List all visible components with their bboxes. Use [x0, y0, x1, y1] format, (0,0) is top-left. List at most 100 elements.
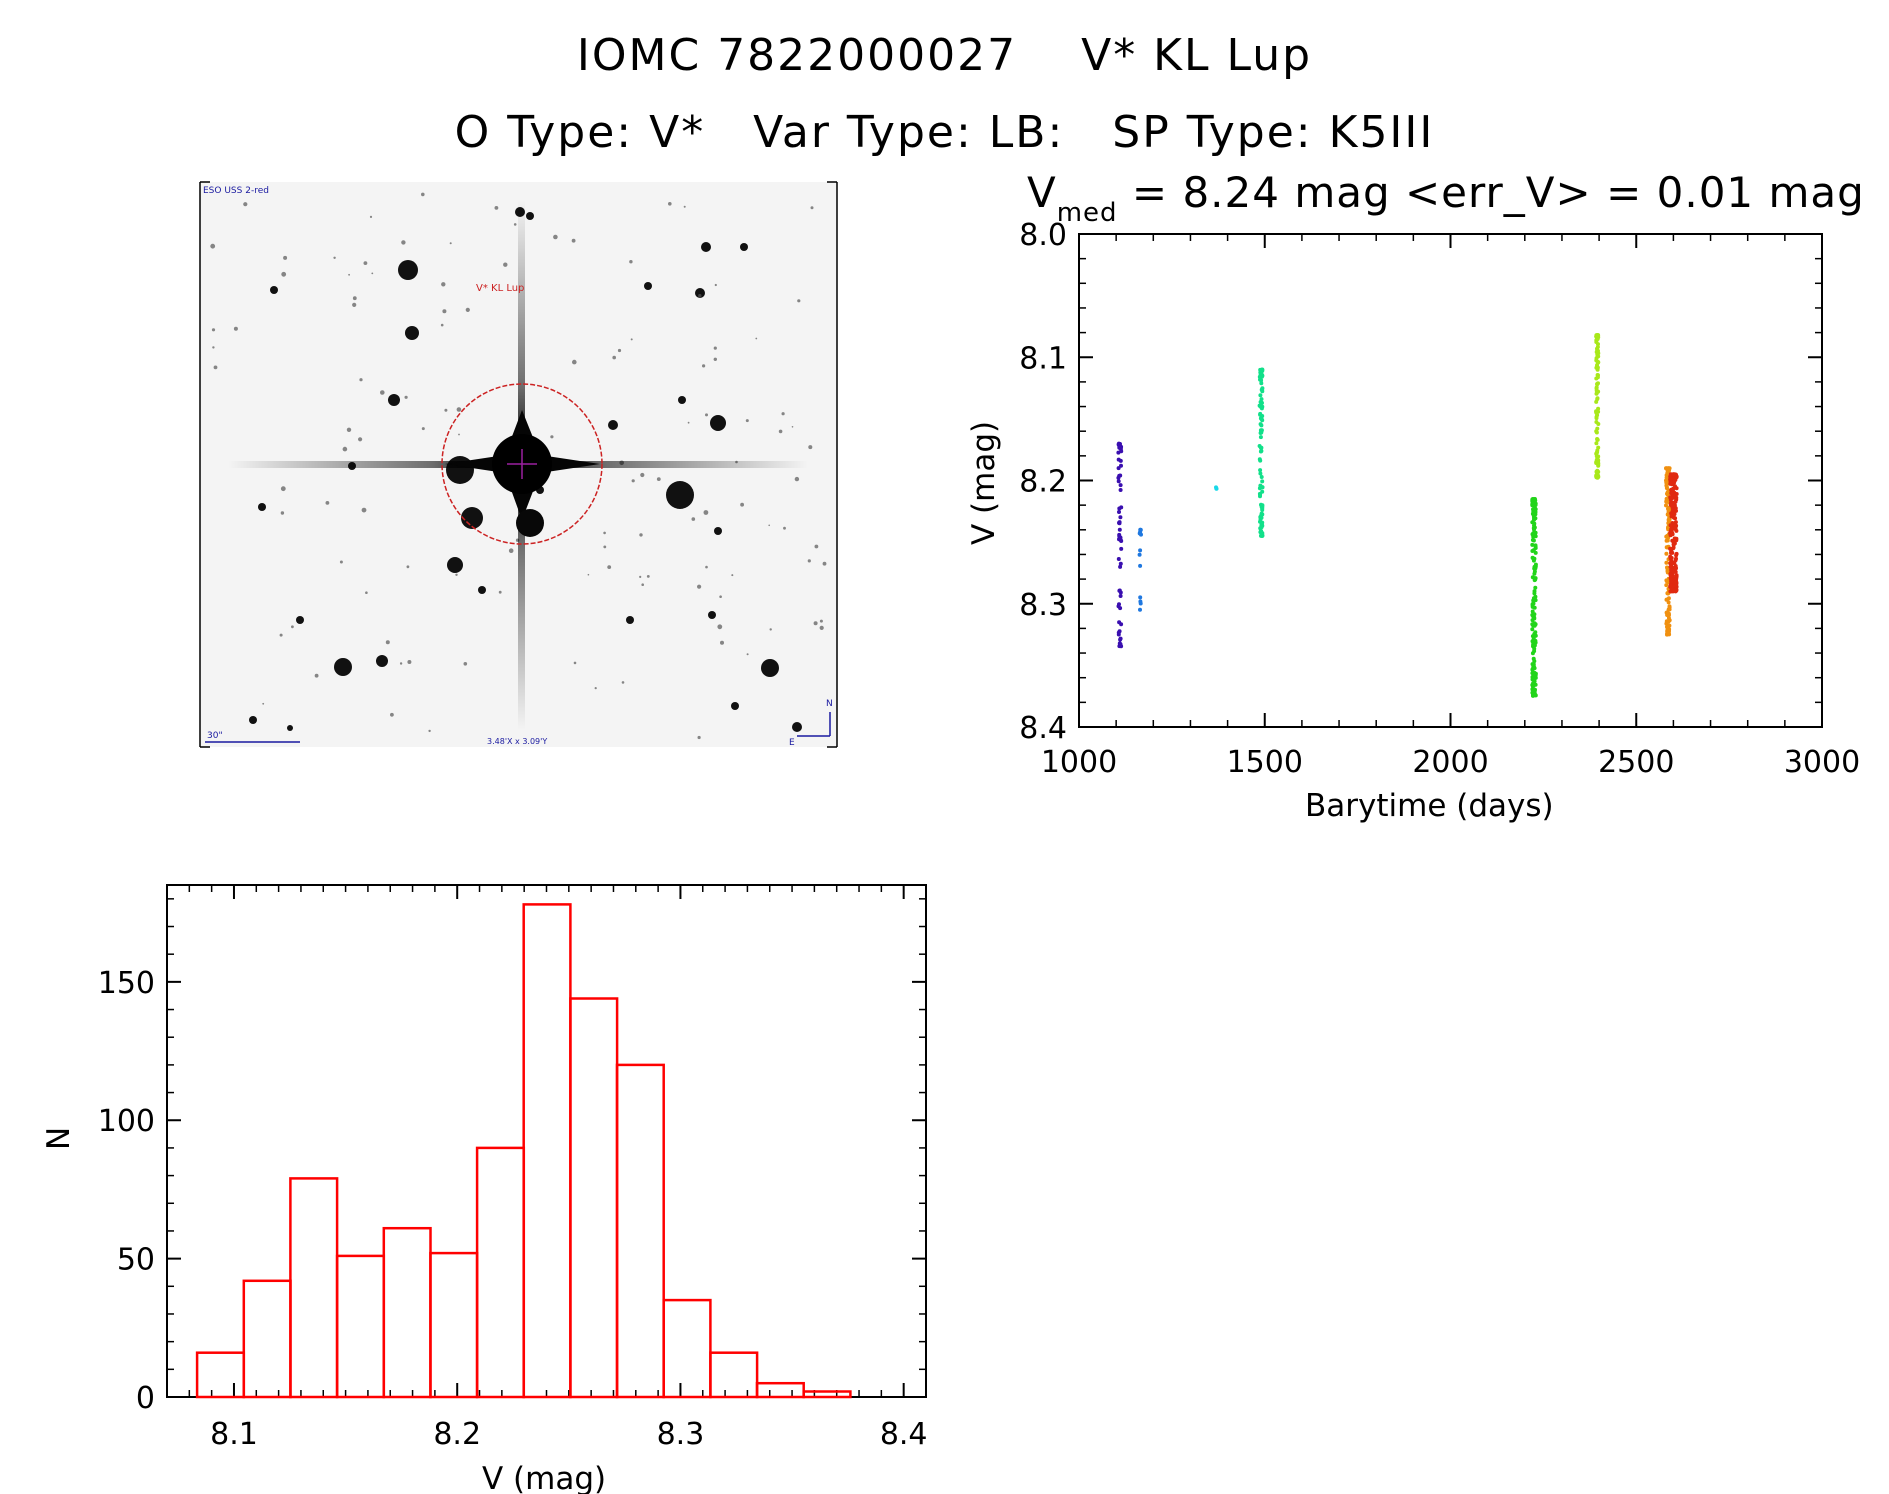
field-star	[819, 619, 823, 623]
data-point	[1668, 554, 1673, 559]
field-star	[494, 206, 499, 210]
data-point	[1671, 546, 1676, 551]
data-point	[1530, 542, 1535, 547]
variability-type: Var Type: LB:	[753, 107, 1065, 158]
field-star	[708, 611, 716, 619]
data-point	[1137, 552, 1142, 557]
field-star	[697, 735, 701, 740]
field-star	[243, 202, 248, 207]
data-point	[1665, 579, 1669, 584]
field-star	[339, 560, 343, 564]
field-star	[701, 242, 711, 252]
field-star	[478, 586, 486, 594]
field-star	[262, 702, 265, 705]
data-point	[1665, 565, 1669, 570]
data-point	[1596, 381, 1600, 386]
field-star	[401, 240, 406, 245]
field-star	[656, 477, 661, 481]
data-point	[1668, 523, 1673, 528]
field-star	[314, 673, 319, 678]
field-star	[440, 323, 444, 327]
field-star	[550, 435, 554, 439]
survey-label: ESO USS 2-red	[203, 186, 269, 196]
y-tick-label: 50	[117, 1243, 155, 1278]
data-point	[1669, 527, 1674, 532]
data-point	[1531, 634, 1536, 639]
field-star	[458, 433, 460, 436]
field-star	[792, 722, 802, 732]
light-curve-points	[1116, 333, 1679, 698]
histogram-bar	[662, 1298, 712, 1399]
data-point	[1670, 550, 1675, 555]
field-star	[617, 348, 622, 353]
title-vprefix: V	[1027, 168, 1057, 217]
x-tick-label: 2000	[1412, 745, 1488, 780]
field-star	[626, 616, 634, 624]
chart-title-line2: O Type: V* Var Type: LB: SP Type: K5III	[0, 107, 1889, 158]
data-point	[1664, 534, 1669, 539]
data-point	[1595, 426, 1600, 431]
field-star	[421, 427, 425, 431]
data-point	[1664, 583, 1669, 588]
data-point	[1673, 569, 1678, 574]
field-star	[646, 575, 650, 578]
field-star	[325, 501, 330, 505]
field-star	[447, 557, 463, 573]
object-type: O Type: V*	[454, 107, 706, 158]
field-star	[281, 271, 287, 277]
data-point	[1674, 474, 1679, 479]
field-star	[333, 256, 336, 259]
field-star	[211, 328, 216, 332]
field-star	[399, 662, 403, 665]
field-star	[442, 309, 447, 314]
data-point	[1664, 619, 1669, 624]
data-point	[1665, 625, 1670, 630]
field-star	[791, 426, 794, 428]
field-star	[376, 655, 388, 667]
field-star	[778, 429, 783, 434]
field-star	[644, 282, 652, 290]
field-star	[603, 545, 607, 549]
field-star	[456, 407, 462, 412]
field-star	[678, 396, 686, 404]
data-point	[1666, 616, 1671, 620]
data-point	[1259, 475, 1264, 479]
data-point	[1257, 403, 1262, 408]
data-point	[1259, 378, 1264, 383]
field-star	[526, 212, 534, 220]
field-star	[822, 561, 827, 566]
data-point	[1673, 589, 1678, 593]
field-star	[702, 364, 706, 368]
data-point	[1259, 406, 1264, 411]
data-point	[1594, 386, 1599, 391]
data-point	[1672, 522, 1677, 527]
data-point	[1594, 415, 1599, 419]
data-point	[1214, 485, 1218, 490]
field-star	[508, 548, 514, 553]
data-point	[1665, 538, 1670, 543]
east-label: E	[789, 738, 795, 748]
data-point	[1118, 594, 1123, 598]
field-star	[705, 413, 708, 417]
data-point	[1118, 642, 1123, 647]
data-point	[1595, 360, 1600, 365]
field-star	[444, 408, 448, 412]
data-point	[1118, 561, 1123, 566]
data-point	[1670, 538, 1675, 543]
data-point	[1258, 449, 1263, 454]
data-point	[1668, 583, 1673, 588]
field-star	[287, 725, 293, 731]
data-point	[1258, 422, 1263, 427]
y-tick-label: 8.0	[1019, 218, 1067, 253]
data-point	[1259, 381, 1264, 386]
histogram-bar	[475, 1146, 526, 1399]
data-point	[1117, 527, 1122, 532]
field-star	[503, 262, 508, 267]
histogram-bar	[382, 1226, 432, 1399]
data-point	[1119, 505, 1124, 510]
data-point	[1116, 557, 1121, 561]
field-star	[608, 420, 618, 430]
data-point	[1259, 400, 1264, 405]
star-id: IOMC 7822000027	[576, 30, 1018, 81]
